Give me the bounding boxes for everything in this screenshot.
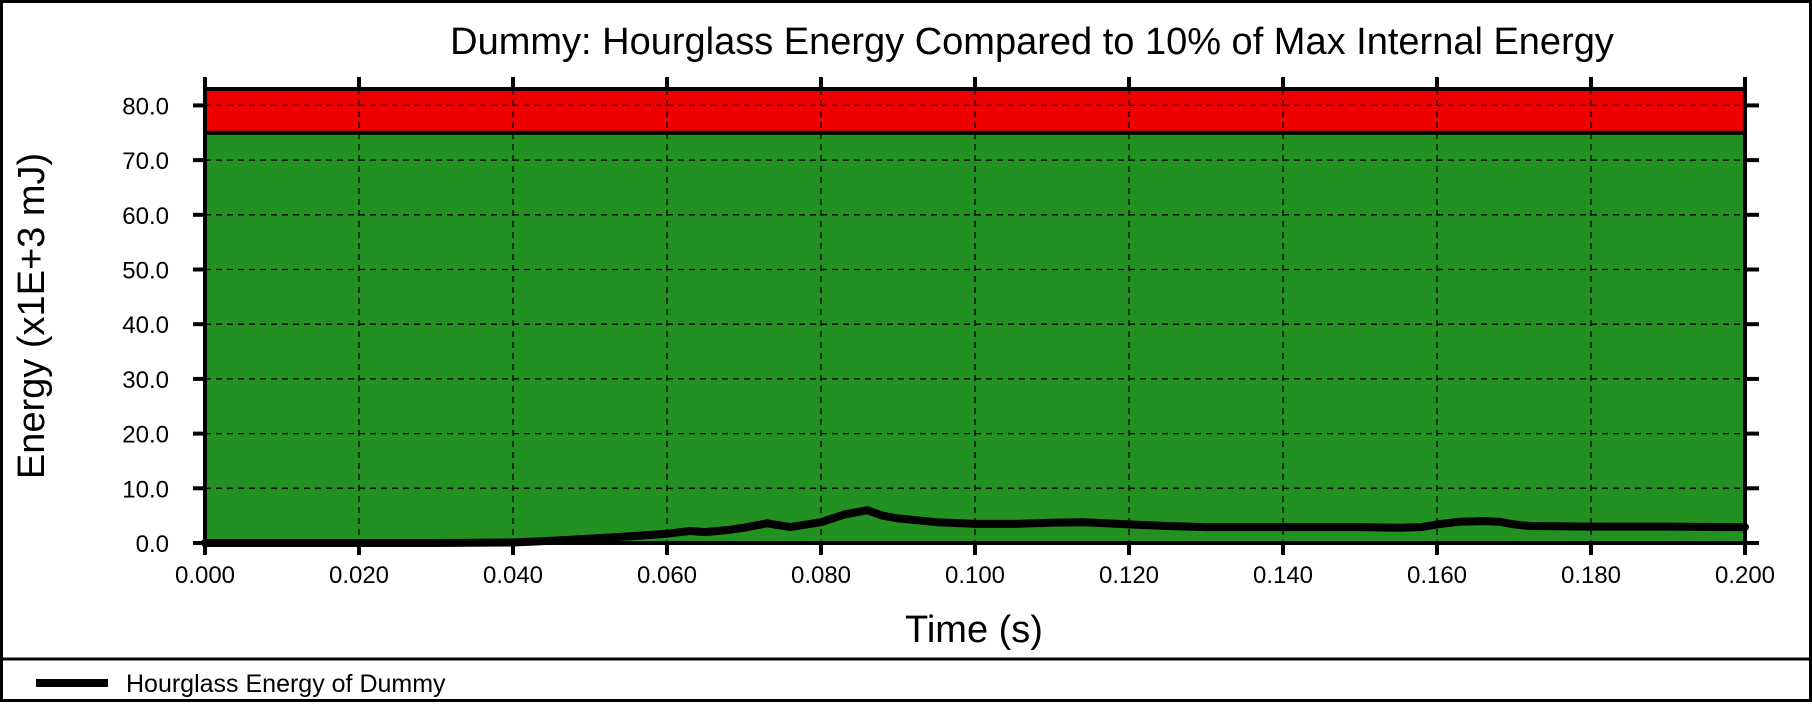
x-tick-label: 0.040 xyxy=(483,562,543,589)
x-tick-label: 0.140 xyxy=(1253,562,1313,589)
series-line xyxy=(201,506,1749,547)
x-tick-label: 0.020 xyxy=(329,562,389,589)
axes: 0.000 0.020 0.040 0.060 0.080 0.100 0.120 0.140… xyxy=(122,77,1775,589)
y-tick-label: 30.0 xyxy=(122,367,169,394)
plot-area xyxy=(201,89,1749,547)
legend-label: Hourglass Energy of Dummy xyxy=(126,670,446,698)
y-tick-label: 60.0 xyxy=(122,203,169,230)
below-threshold-zone xyxy=(205,132,1745,543)
x-tick-label: 0.060 xyxy=(637,562,697,589)
x-axis-label: Time (s) xyxy=(905,609,1043,651)
x-tick-label: 0.000 xyxy=(175,562,235,589)
x-tick-label: 0.160 xyxy=(1407,562,1467,589)
legend: Hourglass Energy of Dummy xyxy=(36,670,446,698)
x-tick-label: 0.180 xyxy=(1561,562,1621,589)
x-tick-label: 0.100 xyxy=(945,562,1005,589)
y-tick-label: 0.0 xyxy=(136,531,169,558)
chart-title: Dummy: Hourglass Energy Compared to 10% … xyxy=(450,21,1614,63)
y-axis-label: Energy (x1E+3 mJ) xyxy=(11,153,53,479)
y-tick-label: 20.0 xyxy=(122,422,169,449)
x-tick-label: 0.120 xyxy=(1099,562,1159,589)
x-tick-label: 0.200 xyxy=(1715,562,1775,589)
y-tick-label: 10.0 xyxy=(122,476,169,503)
y-tick-label: 70.0 xyxy=(122,148,169,175)
y-tick-label: 40.0 xyxy=(122,312,169,339)
x-tick-label: 0.080 xyxy=(791,562,851,589)
y-tick-label: 50.0 xyxy=(122,258,169,285)
y-tick-label: 80.0 xyxy=(122,93,169,120)
